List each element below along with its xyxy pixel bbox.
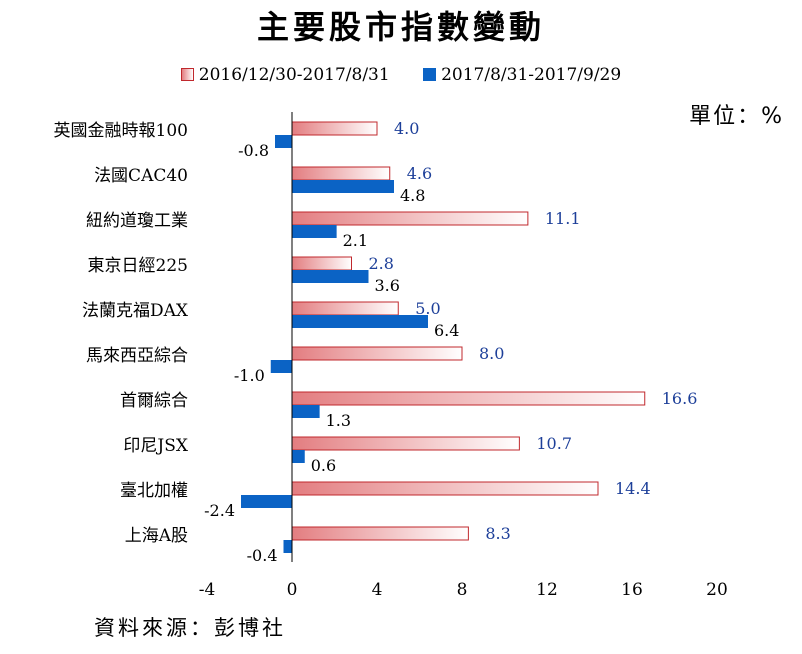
bar-series-a (291, 391, 646, 406)
legend-label-series-b: 2017/8/31-2017/9/29 (441, 64, 622, 85)
x-tick-label: 12 (536, 580, 558, 600)
data-label-series-b: 1.3 (326, 411, 351, 430)
data-label-series-a: 16.6 (662, 389, 698, 408)
data-label-series-b: -0.8 (238, 141, 269, 160)
data-label-series-a: 8.0 (479, 344, 504, 363)
bar-series-a (291, 211, 529, 226)
data-label-series-b: 0.6 (311, 456, 336, 475)
bar-series-a (291, 346, 463, 361)
legend-swatch-series-a (180, 67, 194, 81)
bar-series-a (291, 166, 391, 181)
data-label-series-a: 10.7 (536, 434, 572, 453)
bar-series-b (292, 405, 320, 418)
bar-series-b (275, 135, 292, 148)
data-label-series-a: 14.4 (615, 479, 651, 498)
x-tick-label: 4 (372, 580, 383, 600)
category-label: 紐約道瓊工業 (86, 211, 188, 231)
unit-label: 單位：% (689, 104, 784, 129)
bar-series-b (292, 270, 369, 283)
data-label-series-b: -2.4 (204, 501, 235, 520)
x-tick-label: 8 (457, 580, 468, 600)
data-label-series-b: -0.4 (247, 546, 278, 565)
data-label-series-a: 2.8 (369, 254, 394, 273)
bar-series-a (291, 301, 399, 316)
category-label: 臺北加權 (120, 481, 188, 501)
bar-series-b (292, 225, 337, 238)
data-label-series-a: 8.3 (485, 524, 510, 543)
x-tick-label: -4 (199, 580, 216, 600)
data-label-series-b: 4.8 (400, 186, 425, 205)
legend-swatch-series-b (423, 67, 437, 81)
category-label: 東京日經225 (88, 256, 188, 276)
bar-series-b (241, 495, 292, 508)
bar-series-a (291, 526, 469, 541)
bar-series-a (291, 256, 352, 271)
chart-title: 主要股市指數變動 (256, 8, 545, 46)
data-label-series-b: -1.0 (234, 366, 265, 385)
data-label-series-a: 4.0 (394, 119, 419, 138)
data-label-series-a: 11.1 (545, 209, 581, 228)
data-label-series-a: 5.0 (415, 299, 440, 318)
bar-series-b (283, 540, 292, 553)
bar-series-a (291, 436, 520, 451)
category-label: 英國金融時報100 (54, 121, 188, 141)
x-tick-label: 16 (621, 580, 643, 600)
legend-label-series-a: 2016/12/30-2017/8/31 (198, 64, 390, 85)
bar-series-b (270, 360, 292, 373)
category-label: 法蘭克福DAX (82, 301, 189, 321)
legend: 2016/12/30-2017/8/31 2017/8/31-2017/9/29 (0, 64, 802, 85)
data-label-series-b: 3.6 (375, 276, 400, 295)
legend-item-series-a: 2016/12/30-2017/8/31 (180, 64, 390, 85)
data-label-series-a: 4.6 (407, 164, 432, 183)
bar-series-a (291, 481, 599, 496)
bar-series-b (292, 450, 305, 463)
x-tick-label: 0 (287, 580, 298, 600)
category-label: 馬來西亞綜合 (86, 346, 188, 366)
legend-item-series-b: 2017/8/31-2017/9/29 (423, 65, 621, 85)
source-note: 資料來源：彭博社 (94, 616, 286, 640)
category-label: 上海A股 (125, 526, 188, 546)
bar-series-b (292, 315, 428, 328)
x-tick-label: 20 (706, 580, 728, 600)
category-label: 印尼JSX (123, 436, 188, 456)
category-label: 法國CAC40 (94, 166, 188, 186)
category-label: 首爾綜合 (120, 391, 188, 411)
data-label-series-b: 6.4 (434, 321, 459, 340)
data-label-series-b: 2.1 (343, 231, 368, 250)
bar-series-b (292, 180, 394, 193)
bar-series-a (291, 121, 378, 136)
